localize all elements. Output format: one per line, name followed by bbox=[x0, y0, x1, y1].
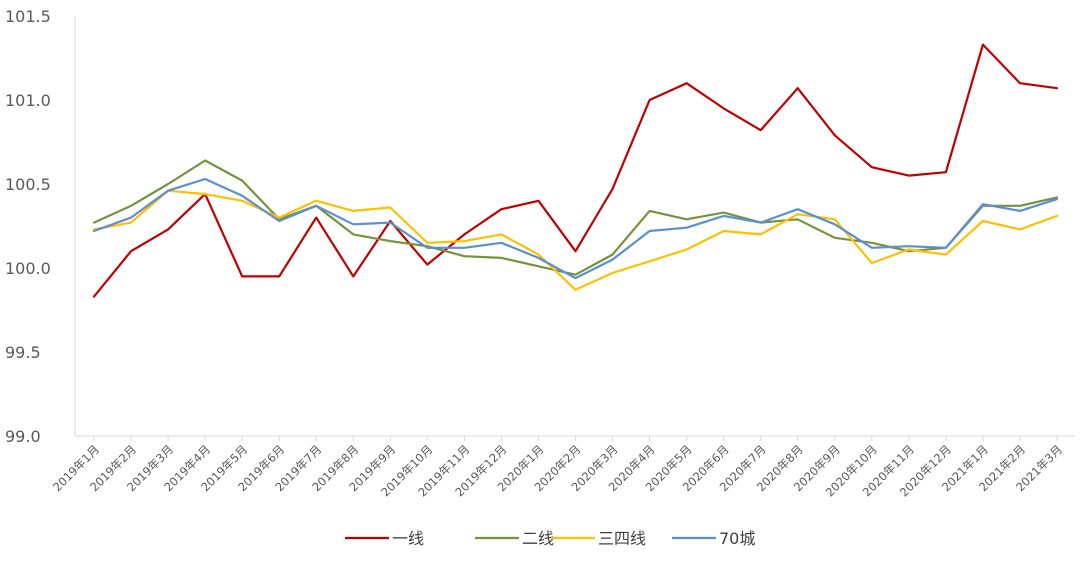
series-line-4 bbox=[92, 177, 1059, 280]
y-tick-label: 100.0 bbox=[5, 259, 51, 278]
y-tick-label: 101.0 bbox=[5, 91, 51, 110]
legend: 一线 二线 三四线 70城 bbox=[345, 529, 755, 548]
series-line-1 bbox=[92, 43, 1059, 298]
y-axis: 99.0 99.5 100.0 100.5 101.0 101.5 bbox=[5, 7, 76, 446]
y-tick-label: 99.0 bbox=[5, 427, 41, 446]
x-axis: 2019年1月2019年2月2019年3月2019年4月2019年5月2019年… bbox=[50, 435, 1075, 499]
legend-label: 70城 bbox=[719, 529, 755, 548]
y-tick-label: 101.5 bbox=[5, 7, 51, 26]
series-line-3 bbox=[92, 189, 1059, 291]
series-line-2 bbox=[92, 159, 1059, 276]
legend-label: 二线 bbox=[522, 529, 554, 548]
plot-area bbox=[92, 43, 1059, 298]
y-tick-label: 99.5 bbox=[5, 343, 41, 362]
y-tick-label: 100.5 bbox=[5, 175, 51, 194]
legend-label: 三四线 bbox=[598, 529, 646, 548]
legend-label: 一线 bbox=[392, 529, 424, 548]
